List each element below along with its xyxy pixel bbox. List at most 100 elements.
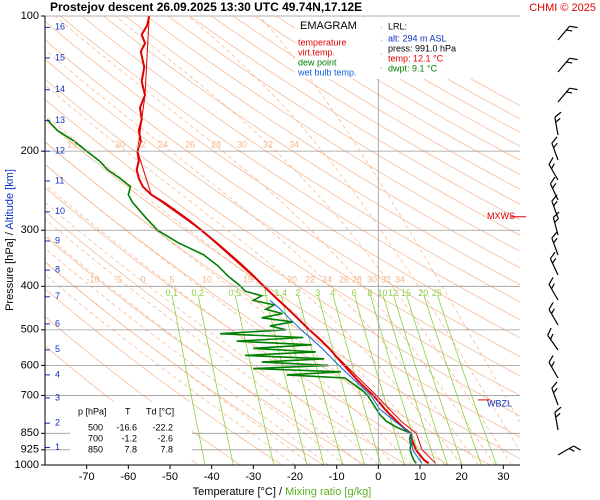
adiabat-label: 32 [263, 139, 273, 149]
barb-flag [553, 387, 558, 394]
adiabat-label: 30 [237, 139, 247, 149]
y-tick-label: 300 [21, 224, 39, 236]
y-tick-label: 600 [21, 359, 39, 371]
barb-flag [548, 277, 554, 285]
barb-staff [551, 387, 559, 406]
surface-line: alt: 294 m ASL [388, 33, 447, 43]
barb-flag [566, 29, 573, 32]
altitude-label: 14 [55, 84, 65, 94]
moist-adiabat [188, 16, 520, 452]
wind-barb [551, 136, 559, 161]
barb-flag [569, 25, 578, 29]
barb-flag [551, 136, 558, 144]
wind-barb [557, 87, 578, 103]
mixing-ratio-line [393, 295, 449, 465]
barb-flag [549, 176, 556, 185]
barb-flag [566, 91, 573, 94]
altitude-label: 12 [55, 146, 65, 156]
barb-staff [549, 183, 559, 201]
adiabat-label: 26 [185, 139, 195, 149]
barb-staff [549, 258, 559, 276]
altitude-label: 2 [55, 418, 60, 428]
mixing-ratio-line [197, 295, 234, 465]
barb-flag [554, 406, 562, 413]
barb-flag [550, 283, 555, 290]
mixing-ratio-label: 25 [432, 288, 442, 298]
barb-staff [551, 237, 559, 256]
mixing-label: Mixing ratio [g/kg] [285, 486, 371, 498]
barb-flag [573, 445, 581, 451]
wind-barb [551, 194, 559, 219]
adiabat-label: 26 [339, 274, 349, 284]
barb-flag [548, 157, 554, 165]
wind-barb [557, 445, 581, 456]
adiabat-label: 28 [211, 139, 221, 149]
dry-adiabat [167, 16, 520, 236]
table-cell: -2.6 [157, 433, 173, 443]
legend-entry: dew point [298, 57, 337, 67]
x-tick-label: -60 [120, 471, 136, 483]
barb-flag [569, 87, 578, 91]
barb-staff [548, 309, 559, 326]
adiabat-label: 30 [367, 274, 377, 284]
adiabat-label: 24 [158, 139, 168, 149]
y-tick-label: 200 [21, 145, 39, 157]
mixing-ratio-label: 0.5 [229, 288, 242, 298]
mixing-ratio-line [370, 295, 423, 465]
wind-barb [548, 302, 559, 326]
dry-adiabat [45, 187, 449, 465]
table-box [70, 402, 192, 460]
mixing-ratio-line [354, 295, 405, 465]
wind-barb [551, 231, 559, 256]
barb-flag [566, 61, 573, 64]
adiabat-label: 24 [322, 274, 332, 284]
table-cell: -16.6 [116, 422, 137, 432]
mixing-ratio-line [406, 295, 463, 465]
credit: CHMI © 2025 [529, 2, 596, 14]
barb-staff [554, 412, 559, 431]
mixing-ratio-line [235, 295, 275, 465]
barb-flag [555, 117, 561, 123]
y-axis-label: Pressure [hPa] / Altitude [km] [4, 169, 16, 311]
barb-flag [551, 381, 558, 389]
barb-staff [557, 87, 571, 103]
wind-barb [557, 57, 578, 73]
moist-adiabat [45, 114, 446, 465]
barb-staff [557, 57, 571, 73]
barb-flag [549, 333, 554, 340]
mixing-ratio-label: 1 [263, 288, 268, 298]
barb-staff [548, 362, 559, 379]
x-tick-label: -40 [204, 471, 220, 483]
barb-flag [552, 211, 560, 219]
adiabat-label: 15 [243, 274, 253, 284]
dry-adiabat [81, 16, 520, 303]
barb-flag [568, 447, 575, 452]
altitude-label: 15 [55, 52, 65, 62]
wind-barb [548, 355, 559, 379]
x-tick-label: -50 [162, 471, 178, 483]
adiabat-label: 0 [140, 274, 145, 284]
table-cell: 700 [88, 433, 103, 443]
mixing-ratio-label: 3 [315, 288, 320, 298]
table-cell: 7.8 [124, 444, 137, 454]
x-tick-label: 30 [497, 471, 509, 483]
altitude-label: 9 [55, 235, 60, 245]
x-tick-label: 0 [375, 471, 381, 483]
wind-barb [549, 251, 559, 276]
wind-barb [554, 111, 562, 136]
x-tick-label: -70 [79, 471, 95, 483]
barb-flag [550, 361, 555, 368]
mixing-ratio-label: 20 [418, 288, 428, 298]
x-tick-label: 10 [414, 471, 426, 483]
barb-flag [549, 251, 556, 260]
dry-adiabat [362, 16, 520, 107]
barb-staff [547, 334, 559, 351]
dry-adiabat [103, 16, 520, 286]
wind-barb [548, 277, 559, 301]
altitude-label: 11 [55, 175, 64, 185]
barb-staff [554, 117, 559, 136]
y-tick-label: 500 [21, 324, 39, 336]
dry-adiabat [45, 78, 520, 397]
